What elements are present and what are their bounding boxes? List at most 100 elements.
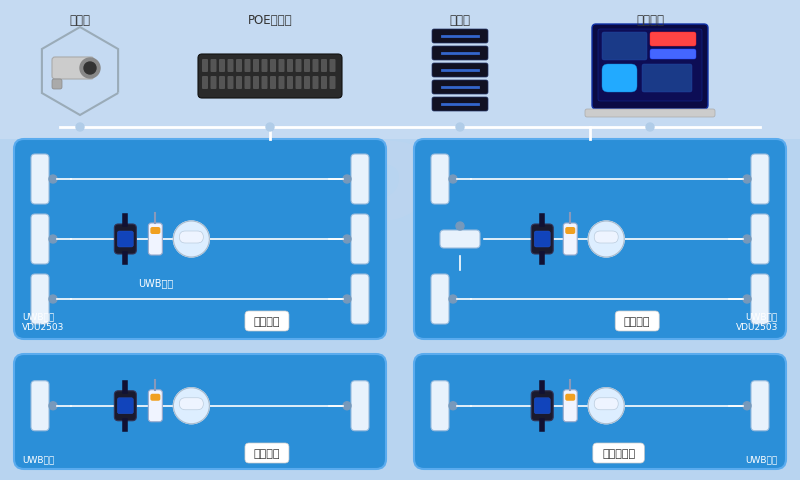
Text: 摄像头: 摄像头 bbox=[70, 13, 90, 26]
FancyBboxPatch shape bbox=[114, 225, 136, 254]
Text: UWB标签: UWB标签 bbox=[138, 277, 173, 288]
FancyBboxPatch shape bbox=[14, 140, 386, 339]
FancyBboxPatch shape bbox=[202, 77, 208, 90]
FancyBboxPatch shape bbox=[270, 60, 276, 73]
FancyBboxPatch shape bbox=[14, 354, 386, 469]
FancyBboxPatch shape bbox=[236, 77, 242, 90]
FancyBboxPatch shape bbox=[179, 398, 203, 410]
FancyBboxPatch shape bbox=[262, 77, 267, 90]
Circle shape bbox=[743, 236, 751, 243]
FancyBboxPatch shape bbox=[219, 77, 225, 90]
Circle shape bbox=[449, 402, 457, 410]
FancyBboxPatch shape bbox=[321, 77, 327, 90]
FancyBboxPatch shape bbox=[431, 381, 449, 431]
FancyBboxPatch shape bbox=[0, 0, 800, 140]
Text: UWB基站: UWB基站 bbox=[22, 454, 54, 463]
FancyBboxPatch shape bbox=[295, 77, 302, 90]
FancyBboxPatch shape bbox=[287, 77, 293, 90]
FancyBboxPatch shape bbox=[31, 155, 49, 204]
FancyBboxPatch shape bbox=[414, 354, 786, 469]
FancyBboxPatch shape bbox=[751, 381, 769, 431]
FancyBboxPatch shape bbox=[52, 58, 94, 80]
FancyBboxPatch shape bbox=[440, 230, 480, 249]
FancyBboxPatch shape bbox=[351, 275, 369, 324]
Text: 一维定位: 一维定位 bbox=[254, 448, 280, 458]
Text: 三维定位: 三维定位 bbox=[254, 316, 280, 326]
Circle shape bbox=[84, 63, 96, 75]
FancyBboxPatch shape bbox=[227, 60, 234, 73]
Circle shape bbox=[174, 388, 210, 424]
FancyBboxPatch shape bbox=[534, 398, 550, 414]
FancyBboxPatch shape bbox=[593, 443, 644, 463]
FancyBboxPatch shape bbox=[534, 231, 550, 248]
Circle shape bbox=[743, 402, 751, 410]
FancyBboxPatch shape bbox=[278, 77, 285, 90]
Circle shape bbox=[449, 176, 457, 184]
FancyBboxPatch shape bbox=[432, 47, 488, 61]
FancyBboxPatch shape bbox=[650, 33, 696, 47]
FancyBboxPatch shape bbox=[198, 55, 342, 99]
FancyBboxPatch shape bbox=[236, 60, 242, 73]
FancyBboxPatch shape bbox=[262, 60, 267, 73]
FancyBboxPatch shape bbox=[210, 77, 217, 90]
Circle shape bbox=[76, 124, 84, 132]
Circle shape bbox=[343, 402, 351, 410]
FancyBboxPatch shape bbox=[330, 60, 335, 73]
FancyBboxPatch shape bbox=[270, 77, 276, 90]
FancyBboxPatch shape bbox=[594, 231, 618, 243]
FancyBboxPatch shape bbox=[592, 25, 708, 110]
Text: POE交换机: POE交换机 bbox=[248, 13, 292, 26]
Circle shape bbox=[343, 176, 351, 184]
FancyBboxPatch shape bbox=[245, 312, 289, 331]
Text: 服务器: 服务器 bbox=[450, 13, 470, 26]
Circle shape bbox=[49, 402, 57, 410]
FancyBboxPatch shape bbox=[179, 231, 203, 243]
FancyBboxPatch shape bbox=[245, 443, 289, 463]
Circle shape bbox=[266, 124, 274, 132]
FancyBboxPatch shape bbox=[566, 394, 575, 401]
FancyBboxPatch shape bbox=[642, 65, 692, 93]
Circle shape bbox=[588, 222, 624, 257]
FancyBboxPatch shape bbox=[253, 77, 259, 90]
FancyBboxPatch shape bbox=[563, 390, 578, 422]
Circle shape bbox=[49, 236, 57, 243]
FancyBboxPatch shape bbox=[751, 155, 769, 204]
FancyBboxPatch shape bbox=[304, 60, 310, 73]
FancyBboxPatch shape bbox=[150, 228, 160, 235]
FancyBboxPatch shape bbox=[148, 224, 162, 255]
Text: 二维定位: 二维定位 bbox=[624, 316, 650, 326]
Text: UWB基站
VDU2503: UWB基站 VDU2503 bbox=[736, 311, 778, 331]
FancyBboxPatch shape bbox=[31, 275, 49, 324]
FancyBboxPatch shape bbox=[245, 77, 250, 90]
FancyBboxPatch shape bbox=[432, 64, 488, 78]
FancyBboxPatch shape bbox=[278, 60, 285, 73]
FancyBboxPatch shape bbox=[566, 228, 575, 235]
FancyBboxPatch shape bbox=[253, 60, 259, 73]
Text: SDPWR: SDPWR bbox=[54, 135, 746, 297]
FancyBboxPatch shape bbox=[531, 225, 554, 254]
Circle shape bbox=[49, 176, 57, 184]
FancyBboxPatch shape bbox=[148, 390, 162, 422]
Text: 显示终端: 显示终端 bbox=[636, 13, 664, 26]
FancyBboxPatch shape bbox=[287, 60, 293, 73]
FancyBboxPatch shape bbox=[602, 33, 647, 61]
FancyBboxPatch shape bbox=[650, 50, 696, 60]
Text: UWB基站
VDU2503: UWB基站 VDU2503 bbox=[22, 311, 64, 331]
FancyBboxPatch shape bbox=[313, 60, 318, 73]
FancyBboxPatch shape bbox=[118, 398, 134, 414]
FancyBboxPatch shape bbox=[351, 381, 369, 431]
Circle shape bbox=[646, 124, 654, 132]
FancyBboxPatch shape bbox=[414, 140, 786, 339]
FancyBboxPatch shape bbox=[431, 275, 449, 324]
Circle shape bbox=[449, 295, 457, 303]
FancyBboxPatch shape bbox=[585, 110, 715, 118]
FancyBboxPatch shape bbox=[563, 224, 578, 255]
FancyBboxPatch shape bbox=[52, 80, 62, 90]
FancyBboxPatch shape bbox=[227, 77, 234, 90]
FancyBboxPatch shape bbox=[751, 275, 769, 324]
FancyBboxPatch shape bbox=[31, 215, 49, 264]
FancyBboxPatch shape bbox=[594, 398, 618, 410]
Circle shape bbox=[174, 222, 210, 257]
FancyBboxPatch shape bbox=[432, 98, 488, 112]
Circle shape bbox=[343, 295, 351, 303]
